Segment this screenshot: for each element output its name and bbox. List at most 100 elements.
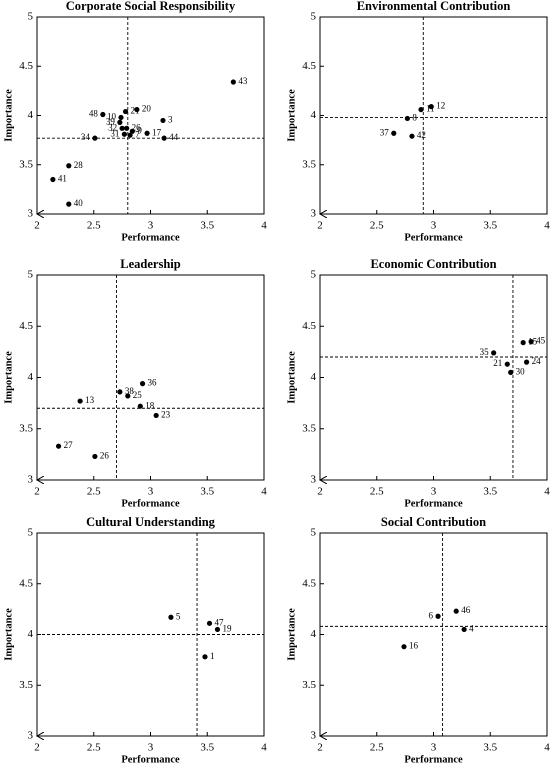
point: [202, 654, 208, 660]
point-label: 45: [536, 336, 546, 346]
y-tick-label: 4: [311, 109, 317, 121]
y-axis-label: Importance: [286, 608, 297, 661]
point-label: 27: [64, 440, 74, 450]
point-label: 48: [89, 109, 99, 119]
x-tick-label: 3: [431, 486, 437, 498]
y-tick-label: 4.5: [302, 60, 316, 72]
x-axis-label: Performance: [121, 498, 180, 509]
point-label: 43: [238, 76, 248, 86]
point: [50, 176, 56, 183]
y-tick-label: 5: [311, 11, 317, 23]
point: [92, 135, 98, 141]
x-tick-label: 3: [431, 742, 437, 754]
x-tick-label: 2: [34, 486, 40, 498]
point: [117, 119, 123, 125]
point-label: 38: [125, 386, 135, 396]
plot-frame: [319, 16, 548, 215]
point: [409, 133, 415, 139]
point: [137, 403, 143, 409]
y-tick-label: 5: [311, 527, 317, 539]
y-tick-label: 3: [28, 208, 34, 220]
x-tick-label: 4: [261, 742, 267, 754]
point-label: 16: [409, 641, 419, 651]
point: [428, 104, 434, 110]
point-label: 34: [81, 132, 91, 142]
x-tick-label: 2.5: [370, 742, 384, 754]
point: [119, 125, 125, 131]
point-label: 10: [107, 112, 117, 122]
y-tick-label: 3.5: [19, 679, 33, 691]
x-tick-label: 2.5: [87, 486, 101, 498]
chart-title: Leadership: [120, 257, 180, 271]
point-label: 21: [493, 358, 502, 368]
x-tick-label: 4: [261, 220, 267, 232]
point-label: 32: [108, 122, 117, 132]
point: [523, 359, 530, 365]
x-axis-label: Performance: [404, 754, 463, 764]
point: [391, 130, 397, 136]
point: [401, 644, 407, 650]
point-label: 30: [516, 366, 526, 376]
chart-title: Corporate Social Responsibility: [66, 0, 236, 13]
y-tick-label: 4.5: [19, 320, 33, 332]
point-label: 28: [74, 160, 84, 170]
point: [528, 339, 534, 345]
y-tick-label: 4: [28, 109, 34, 121]
x-tick-label: 2.5: [87, 742, 101, 754]
y-tick-label: 5: [28, 269, 34, 281]
x-tick-label: 2: [317, 486, 323, 498]
point-label: 1: [210, 651, 215, 661]
point-label: 36: [148, 378, 158, 388]
point-label: 17: [152, 127, 162, 137]
point-label: 26: [100, 450, 110, 460]
point: [121, 131, 127, 137]
y-tick-label: 3: [28, 730, 34, 742]
point-label: 41: [58, 174, 67, 184]
point: [504, 361, 510, 367]
point: [134, 106, 140, 113]
point-label: 21: [131, 106, 140, 116]
point: [129, 128, 135, 134]
point-label: 11: [426, 104, 435, 114]
point-label: 25: [133, 390, 143, 400]
y-tick-label: 4.5: [302, 320, 316, 332]
point: [92, 453, 98, 460]
y-tick-label: 3: [311, 474, 317, 486]
point: [418, 106, 424, 113]
x-tick-label: 3.5: [200, 486, 214, 498]
x-tick-label: 2: [34, 742, 40, 754]
y-tick-label: 4.5: [302, 577, 316, 589]
y-tick-label: 4: [311, 371, 317, 383]
point: [127, 132, 133, 138]
point: [144, 130, 150, 136]
point-label: 7: [135, 129, 140, 139]
chart-title: Social Contribution: [381, 515, 486, 529]
point: [161, 135, 167, 141]
x-axis-label: Performance: [121, 232, 180, 243]
x-tick-label: 4: [261, 486, 267, 498]
x-tick-label: 2.5: [370, 486, 384, 498]
y-tick-label: 3: [311, 208, 317, 220]
y-tick-label: 3.5: [302, 422, 316, 434]
point-label: 31: [110, 128, 119, 138]
x-tick-label: 3.5: [200, 742, 214, 754]
chart-title: Economic Contribution: [370, 257, 496, 271]
point-label: 44: [169, 132, 179, 142]
x-tick-label: 2: [34, 220, 40, 232]
point-label: 19: [222, 623, 232, 633]
panel: Social Contribution 2 2.5 3 3.5 4 3 3.5 4 4.5 5 Per…: [286, 515, 550, 764]
x-tick-label: 3: [148, 486, 154, 498]
y-tick-label: 5: [311, 269, 317, 281]
x-tick-label: 2.5: [87, 220, 101, 232]
point: [122, 108, 129, 115]
y-tick-label: 5: [28, 527, 34, 539]
y-tick-label: 4: [311, 628, 317, 640]
point-label: 4: [469, 623, 474, 633]
panel: Cultural Understanding 2 2.5 3 3.5 4 3 3.5 4 4.5 5…: [3, 515, 267, 764]
point: [453, 608, 459, 614]
point: [66, 163, 72, 169]
point-label: 9: [137, 125, 142, 135]
point: [118, 114, 124, 121]
point: [491, 350, 497, 356]
